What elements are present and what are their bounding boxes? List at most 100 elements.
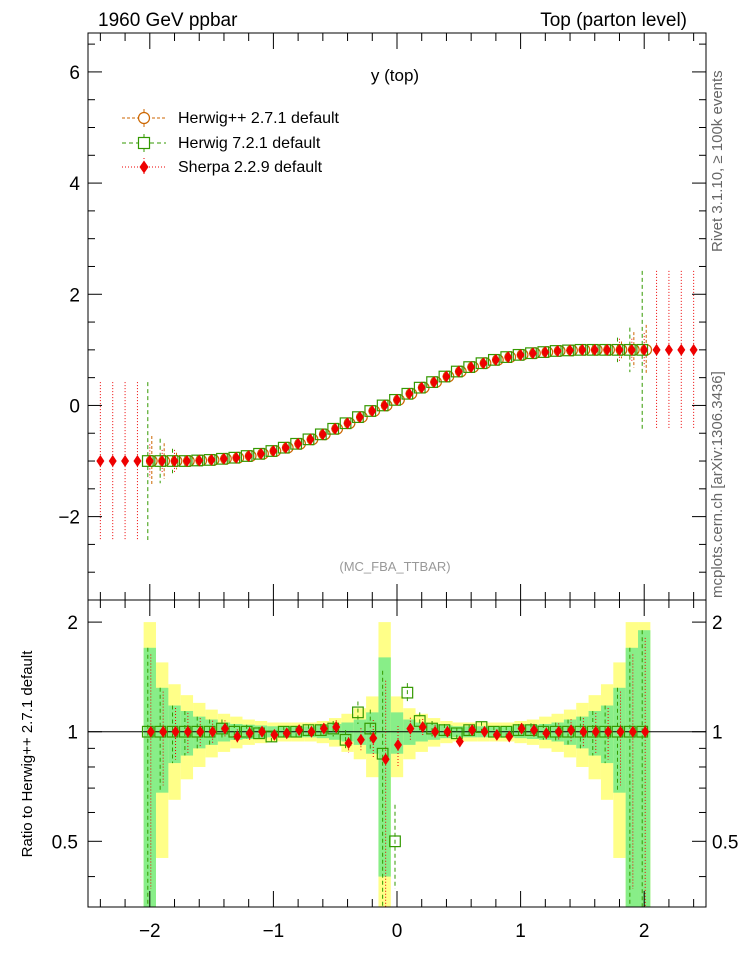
ratio-point-sherpa — [443, 725, 452, 738]
rivet-label: Rivet 3.1.10, ≥ 100k events — [709, 70, 726, 252]
main-point-sherpa — [232, 451, 241, 464]
ratio-point-sherpa — [431, 725, 440, 738]
legend-marker-herwig7 — [137, 136, 151, 150]
main-axes: −2 0 2 4 6 — [58, 33, 706, 601]
ratio-point-sherpa — [455, 735, 464, 748]
legend-entry-herwig7: Herwig 7.2.1 default — [122, 134, 321, 152]
analysis-annotation: (MC_FBA_TTBAR) — [339, 559, 450, 574]
main-markers — [96, 343, 698, 468]
ratio-ytick-label-right: 0.5 — [712, 832, 738, 853]
main-point-sherpa — [528, 347, 537, 360]
main-point-sherpa — [504, 351, 513, 364]
main-point-sherpa — [108, 455, 117, 468]
header-right: Top (parton level) — [540, 10, 687, 31]
ratio-ytick-label-left: 2 — [67, 613, 78, 634]
ratio-point-sherpa — [196, 725, 205, 738]
ratio-point-sherpa — [208, 725, 217, 738]
ratio-point-sherpa — [641, 725, 650, 738]
ratio-point-sherpa — [319, 722, 328, 735]
ratio-ytick-label-left: 1 — [67, 723, 78, 744]
main-point-sherpa — [355, 411, 364, 424]
ratio-point-sherpa — [542, 727, 551, 740]
ratio-point-sherpa — [517, 722, 526, 735]
ratio-band-green — [638, 630, 651, 907]
legend-label-sherpa: Sherpa 2.2.9 default — [178, 159, 323, 176]
main-point-sherpa — [442, 370, 451, 383]
main-point-sherpa — [133, 455, 142, 468]
main-point-sherpa — [467, 361, 476, 374]
ratio-point-sherpa — [307, 725, 316, 738]
legend-label-herwig7: Herwig 7.2.1 default — [178, 135, 321, 152]
ratio-xtick-label: 0 — [392, 921, 403, 942]
main-point-sherpa — [368, 405, 377, 417]
ratio-band-green — [613, 687, 626, 793]
main-point-sherpa — [541, 346, 550, 359]
ratio-point-sherpa — [332, 721, 341, 734]
main-point-sherpa — [244, 450, 253, 463]
main-ytick-label: −2 — [58, 508, 80, 529]
ratio-point-sherpa — [480, 725, 489, 738]
main-point-sherpa — [516, 348, 525, 361]
ratio-point-sherpa — [159, 725, 168, 738]
main-point-sherpa — [578, 343, 587, 356]
main-point-sherpa — [145, 455, 154, 468]
ratio-band-green — [378, 657, 391, 877]
ratio-point-sherpa — [369, 732, 378, 745]
ratio-point-sherpa — [270, 728, 279, 741]
main-point-sherpa — [454, 365, 463, 378]
main-point-sherpa — [393, 393, 401, 406]
main-point-sherpa — [627, 343, 636, 356]
main-point-sherpa — [331, 422, 340, 435]
main-point-sherpa — [677, 343, 686, 356]
ratio-panel: 0.5 0.5 1 1 2 2 −2 −1 0 1 2 Ratio to Herwig++ 2.7.… — [19, 599, 738, 942]
ratio-point-sherpa — [146, 725, 155, 738]
ratio-point-sherpa — [344, 737, 353, 750]
ratio-bands — [143, 622, 651, 907]
ratio-point-herwig7 — [389, 835, 401, 848]
ratio-xtick-label: −1 — [263, 921, 285, 942]
ratio-ytick-label-right: 2 — [712, 613, 723, 634]
ratio-point-sherpa — [591, 725, 600, 738]
main-point-sherpa — [306, 433, 315, 446]
main-title: y (top) — [371, 66, 419, 85]
ratio-point-sherpa — [406, 722, 415, 735]
main-point-sherpa — [158, 455, 167, 468]
ratio-xtick-label: 1 — [515, 921, 526, 942]
main-point-sherpa — [615, 343, 624, 356]
ratio-axes: 0.5 0.5 1 1 2 2 −2 −1 0 1 2 — [52, 600, 738, 942]
main-point-sherpa — [219, 452, 228, 465]
main-point-sherpa — [343, 417, 352, 430]
main-point-sherpa — [405, 387, 414, 400]
main-point-sherpa — [590, 343, 599, 356]
main-point-sherpa — [689, 343, 698, 356]
main-point-sherpa — [269, 445, 278, 458]
main-point-sherpa — [121, 455, 130, 468]
ratio-point-herwig7 — [487, 725, 500, 738]
main-panel: −2 0 2 4 6 y (top) (MC_FBA_TTBAR) Herwig++ 2… — [58, 32, 707, 601]
main-point-sherpa — [603, 343, 612, 356]
ratio-point-sherpa — [616, 725, 625, 738]
ratio-point-herwig7 — [426, 722, 438, 735]
ratio-point-sherpa — [295, 724, 304, 737]
main-point-sherpa — [640, 343, 649, 356]
ratio-point-sherpa — [554, 725, 563, 738]
mcplots-label: mcplots.cern.ch [arXiv:1306.3436] — [709, 371, 726, 598]
ratio-point-sherpa — [183, 725, 192, 738]
main-point-sherpa — [479, 357, 488, 370]
ratio-point-sherpa — [171, 725, 180, 738]
ratio-point-herwig7 — [450, 727, 463, 740]
main-point-sherpa — [170, 455, 179, 468]
ratio-xtick-label: 2 — [639, 921, 650, 942]
main-ytick-label: 6 — [69, 63, 80, 84]
ratio-point-sherpa — [505, 730, 514, 743]
ratio-point-herwig7 — [364, 722, 377, 735]
main-point-sherpa — [430, 376, 439, 389]
main-point-sherpa — [257, 447, 266, 460]
legend-entry-sherpa: Sherpa 2.2.9 default — [122, 158, 323, 176]
ratio-point-sherpa — [567, 724, 576, 737]
ratio-ylabel: Ratio to Herwig++ 2.7.1 default — [19, 650, 36, 858]
ratio-point-sherpa — [492, 728, 501, 741]
ratio-point-sherpa — [245, 727, 254, 740]
ratio-point-sherpa — [604, 725, 613, 738]
